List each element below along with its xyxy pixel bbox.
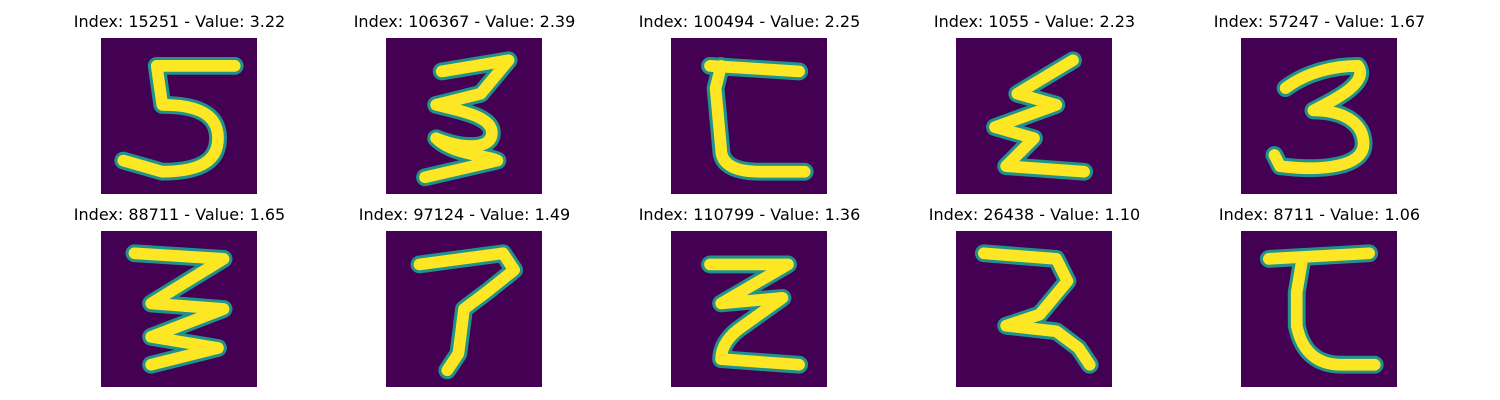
panel-title: Index: 8711 - Value: 1.06: [1218, 205, 1421, 224]
digit-image: [386, 38, 542, 194]
digit-image: [956, 38, 1112, 194]
digit-image: [386, 231, 542, 387]
digit-image: [101, 231, 257, 387]
digit-image: [1241, 38, 1397, 194]
digit-image: [671, 231, 827, 387]
panel-2: Index: 106367 - Value: 2.39: [322, 10, 607, 200]
digit-image: [1241, 231, 1397, 387]
panel-1: Index: 15251 - Value: 3.22: [37, 10, 322, 200]
panel-8: Index: 110799 - Value: 1.36: [607, 203, 892, 393]
panel-10: Index: 8711 - Value: 1.06: [1177, 203, 1462, 393]
panel-title: Index: 97124 - Value: 1.49: [358, 205, 571, 224]
panel-title: Index: 26438 - Value: 1.10: [928, 205, 1141, 224]
panel-4: Index: 1055 - Value: 2.23: [892, 10, 1177, 200]
panel-title: Index: 100494 - Value: 2.25: [638, 12, 861, 31]
panel-title: Index: 1055 - Value: 2.23: [933, 12, 1136, 31]
panel-9: Index: 26438 - Value: 1.10: [892, 203, 1177, 393]
panel-6: Index: 88711 - Value: 1.65: [37, 203, 322, 393]
panel-title: Index: 88711 - Value: 1.65: [73, 205, 286, 224]
panel-5: Index: 57247 - Value: 1.67: [1177, 10, 1462, 200]
digit-image: [956, 231, 1112, 387]
panel-title: Index: 106367 - Value: 2.39: [353, 12, 576, 31]
panel-3: Index: 100494 - Value: 2.25: [607, 10, 892, 200]
digit-image: [101, 38, 257, 194]
panel-title: Index: 15251 - Value: 3.22: [73, 12, 286, 31]
panel-7: Index: 97124 - Value: 1.49: [322, 203, 607, 393]
panel-title: Index: 110799 - Value: 1.36: [638, 205, 861, 224]
panel-title: Index: 57247 - Value: 1.67: [1213, 12, 1426, 31]
digit-image: [671, 38, 827, 194]
